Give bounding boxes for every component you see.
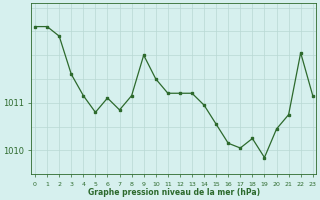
X-axis label: Graphe pression niveau de la mer (hPa): Graphe pression niveau de la mer (hPa) <box>88 188 260 197</box>
